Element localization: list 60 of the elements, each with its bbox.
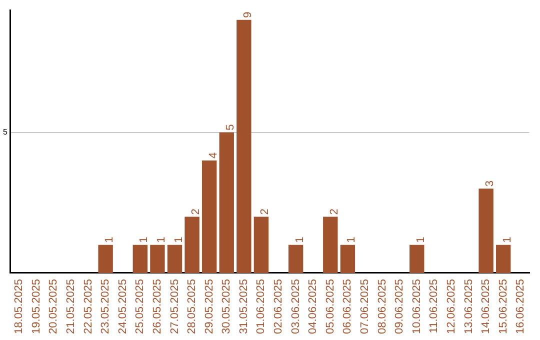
data-label: 1: [104, 236, 116, 243]
x-tick-label: 13.06.2025: [462, 278, 475, 334]
x-tick-label: 19.05.2025: [30, 278, 42, 334]
data-label: 1: [155, 236, 168, 243]
x-tick-label: 30.05.2025: [220, 278, 233, 334]
x-tick-label: 12.06.2025: [445, 278, 458, 334]
x-tick-label: 11.06.2025: [428, 278, 440, 334]
x-tick-label: 23.05.2025: [100, 278, 112, 334]
bar: [219, 132, 234, 273]
data-label: 2: [259, 208, 272, 215]
x-tick-label: 18.05.2025: [13, 278, 26, 334]
x-tick-label: 03.06.2025: [290, 278, 302, 334]
bar: [184, 216, 200, 273]
data-label: 9: [242, 12, 254, 18]
bar: [98, 244, 113, 273]
data-label: 3: [484, 180, 496, 187]
bar: [132, 244, 148, 273]
data-label: 1: [346, 236, 358, 243]
bar: [236, 20, 252, 273]
data-label: 1: [138, 236, 150, 243]
x-tick-label: 26.05.2025: [151, 278, 164, 334]
bar: [410, 244, 424, 273]
data-label: 1: [172, 236, 185, 243]
data-label: 1: [294, 236, 306, 243]
x-tick-label: 24.05.2025: [116, 278, 129, 334]
data-label: 2: [328, 208, 340, 215]
x-tick-label: 06.06.2025: [342, 278, 354, 334]
data-label: 1: [501, 236, 514, 243]
x-tick-label: 09.06.2025: [394, 278, 406, 334]
x-tick-label: 22.05.2025: [82, 278, 94, 334]
x-tick-label: 07.06.2025: [359, 278, 372, 334]
x-tick-label: 16.06.2025: [514, 278, 527, 334]
x-tick-label: 04.06.2025: [307, 278, 320, 334]
x-tick-label: 08.06.2025: [376, 278, 388, 334]
data-label: 4: [207, 152, 220, 158]
x-tick-label: 14.06.2025: [480, 278, 492, 334]
bar: [496, 244, 511, 273]
bar: [323, 216, 338, 273]
x-tick-label: 27.05.2025: [168, 278, 181, 334]
x-tick-label: 25.05.2025: [134, 278, 146, 334]
x-tick-label: 02.06.2025: [272, 278, 285, 334]
bar: [340, 244, 356, 273]
bar: [150, 244, 165, 273]
bar: [202, 160, 217, 273]
x-tick-label: 28.05.2025: [186, 278, 198, 334]
x-tick-label: 29.05.2025: [203, 278, 216, 334]
data-label: 5: [224, 124, 237, 130]
bar: [254, 216, 269, 273]
x-tick-label: 21.05.2025: [65, 278, 78, 334]
x-tick-label: 05.06.2025: [324, 278, 336, 334]
bar: [478, 188, 494, 273]
data-label: 2: [190, 208, 202, 215]
x-tick-label: 01.06.2025: [255, 278, 268, 334]
data-label: 1: [414, 236, 427, 243]
x-tick-label: 20.05.2025: [48, 278, 60, 334]
bar: [288, 244, 304, 273]
x-tick-label: 10.06.2025: [410, 278, 423, 334]
x-tick-label: 31.05.2025: [238, 278, 250, 334]
bar: [167, 244, 182, 273]
x-tick-label: 15.06.2025: [497, 278, 510, 334]
